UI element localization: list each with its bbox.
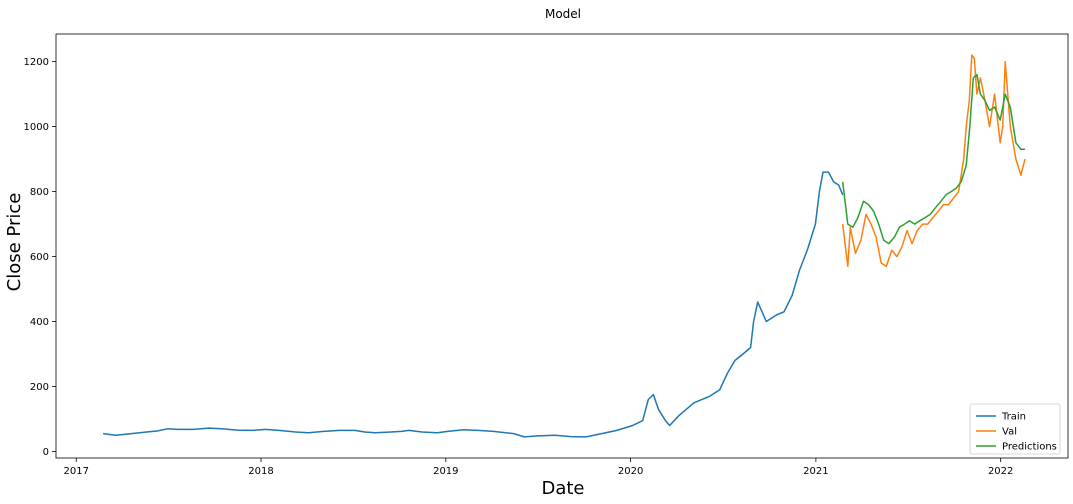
legend-label-val: Val bbox=[1002, 427, 1017, 438]
x-tick-label: 2022 bbox=[988, 466, 1013, 477]
legend-label-train: Train bbox=[1001, 412, 1026, 423]
x-tick-label: 2019 bbox=[433, 466, 458, 477]
y-tick-label: 0 bbox=[43, 447, 49, 458]
x-tick-label: 2020 bbox=[618, 466, 643, 477]
x-axis-label: Date bbox=[541, 478, 584, 499]
y-tick-label: 600 bbox=[30, 252, 49, 263]
y-axis: 0 200 400 600 800 1000 1200 bbox=[24, 57, 56, 458]
plot-frame bbox=[55, 33, 1069, 459]
plot-area bbox=[102, 54, 1026, 438]
series-line-predictions bbox=[841, 73, 1025, 245]
x-tick-label: 2017 bbox=[64, 466, 89, 477]
y-axis-label: Close Price bbox=[4, 193, 25, 292]
y-tick-label: 1000 bbox=[24, 122, 49, 133]
y-tick-label: 400 bbox=[30, 317, 49, 328]
x-tick-label: 2021 bbox=[803, 466, 828, 477]
x-axis: 2017 2018 2019 2020 2021 2022 bbox=[64, 458, 1013, 477]
x-tick-label: 2018 bbox=[248, 466, 273, 477]
legend-label-predictions: Predictions bbox=[1002, 442, 1057, 453]
y-tick-label: 200 bbox=[30, 382, 49, 393]
series-line-train bbox=[102, 171, 844, 438]
y-tick-label: 800 bbox=[30, 187, 49, 198]
y-tick-label: 1200 bbox=[24, 57, 49, 68]
legend: Train Val Predictions bbox=[969, 403, 1061, 455]
chart-title: Model bbox=[545, 7, 581, 21]
